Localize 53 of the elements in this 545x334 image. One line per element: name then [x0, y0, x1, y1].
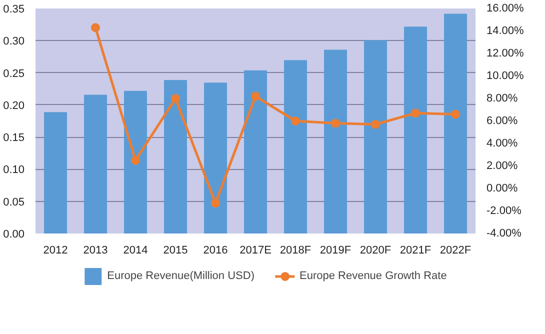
x-tick-label: 2021F	[400, 244, 432, 256]
y-tick-label: 0.25	[3, 68, 25, 80]
x-tick-label: 2022F	[440, 244, 472, 256]
point	[251, 92, 260, 101]
bar	[244, 70, 267, 234]
point	[331, 118, 340, 128]
point	[411, 108, 420, 118]
point	[371, 120, 380, 129]
x-tick-label: 2015	[163, 244, 188, 256]
bar	[284, 60, 307, 234]
x-tick-label: 2018F	[280, 244, 312, 256]
x-tick-label: 2013	[83, 244, 108, 256]
x-tick-label: 2017E	[240, 244, 272, 256]
y-tick-label: 0.35	[3, 4, 25, 16]
y2-tick-label: 2.00%	[486, 160, 518, 172]
bar	[324, 50, 347, 234]
bar	[204, 82, 227, 234]
point	[91, 23, 100, 32]
bar	[84, 94, 107, 234]
point	[131, 156, 140, 165]
y-tick-label: 0.15	[3, 132, 25, 144]
bar	[124, 90, 147, 234]
y-tick-label: 0.20	[3, 100, 25, 112]
y2-tick-label: 4.00%	[486, 138, 518, 150]
y2-tick-label: 0.00%	[486, 182, 518, 194]
point	[291, 116, 300, 126]
bar	[404, 26, 427, 234]
x-tick-label: 2019F	[320, 244, 352, 256]
point	[171, 94, 180, 103]
y-tick-label: 0.00	[3, 228, 25, 240]
bar	[164, 80, 187, 234]
legend-label: Europe Revenue(Million USD)	[107, 270, 254, 282]
y-tick-label: 0.10	[3, 164, 25, 176]
y-tick-label: 0.05	[3, 196, 25, 208]
x-tick-label: 2020F	[360, 244, 392, 256]
bar	[364, 40, 387, 234]
point	[451, 110, 460, 119]
y2-tick-label: 14.00%	[486, 25, 524, 37]
y-tick-label: 0.30	[3, 36, 25, 48]
bar	[444, 14, 467, 234]
y2-tick-label: 8.00%	[486, 92, 518, 104]
y2-tick-label: -4.00%	[486, 228, 522, 240]
bar	[44, 112, 67, 234]
point	[211, 198, 220, 208]
x-tick-label: 2016	[203, 244, 228, 256]
y2-tick-label: 12.00%	[486, 48, 524, 60]
y2-tick-label: 16.00%	[486, 2, 524, 14]
y2-tick-label: 6.00%	[486, 115, 518, 127]
legend-label: Europe Revenue Growth Rate	[299, 270, 447, 282]
x-tick-label: 2014	[123, 244, 148, 256]
y2-tick-label: -2.00%	[486, 205, 522, 217]
x-tick-label: 2012	[43, 244, 68, 256]
y2-tick-label: 10.00%	[486, 70, 524, 82]
